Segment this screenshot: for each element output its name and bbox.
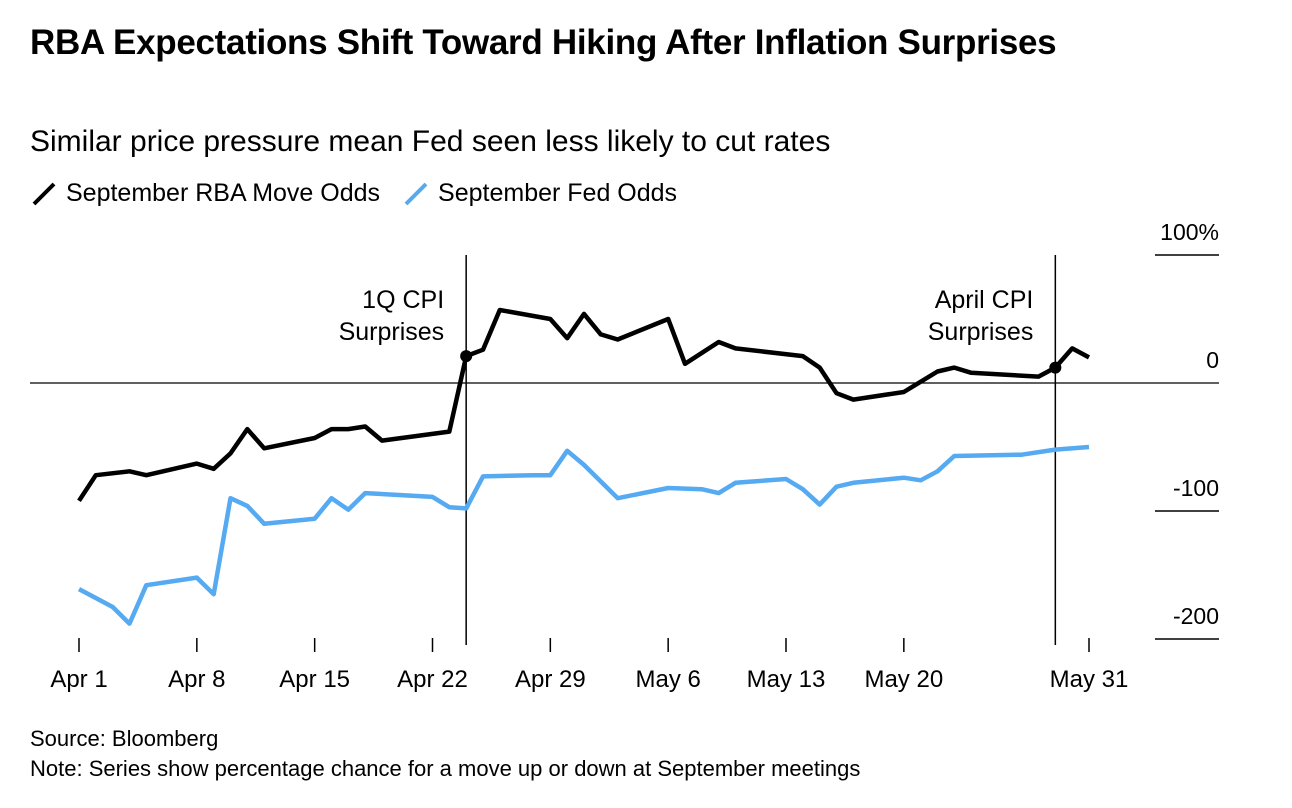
series-lines <box>77 307 1091 626</box>
y-tick-label: 0 <box>1206 347 1219 373</box>
x-tick-label: May 20 <box>864 666 943 693</box>
x-tick-label: Apr 15 <box>279 666 350 693</box>
source-note: Source: Bloomberg <box>30 726 219 751</box>
chart-title: RBA Expectations Shift Toward Hiking Aft… <box>30 23 1057 62</box>
x-tick-label: May 6 <box>635 666 700 693</box>
annotation-label: Surprises <box>339 318 445 346</box>
chart-subtitle: Similar price pressure mean Fed seen les… <box>30 125 831 158</box>
footer: Source: Bloomberg Note: Series show perc… <box>30 724 860 784</box>
legend-item-fed: September Fed Odds <box>402 178 677 208</box>
legend-item-rba: September RBA Move Odds <box>30 178 380 208</box>
annotations: 1Q CPI Surprises April CPI Surprises <box>339 255 1062 645</box>
y-tick-label: -100 <box>1173 475 1219 501</box>
x-tick-label: Apr 8 <box>168 666 225 693</box>
y-tick-label: 100% <box>1160 219 1219 245</box>
x-axis: Apr 1 Apr 8 Apr 15 Apr 22 Apr 29 May 6 May 13 M… <box>50 638 1128 693</box>
legend-swatch-fed <box>404 182 428 206</box>
y-tick-label: -200 <box>1173 603 1219 629</box>
legend-label-rba: September RBA Move Odds <box>66 178 381 207</box>
footnote: Note: Series show percentage chance for … <box>30 756 861 781</box>
rba-series-line <box>77 307 1091 503</box>
x-tick-label: May 13 <box>747 666 826 693</box>
x-tick-label: Apr 22 <box>397 666 468 693</box>
fed-series-line <box>77 444 1090 626</box>
annotation-label: April CPI <box>935 286 1034 314</box>
x-tick-label: Apr 1 <box>50 666 107 693</box>
annotation-label: Surprises <box>928 318 1034 346</box>
line-chart: 100% 0 -100 -200 1Q CPI Surprises April CPI Su… <box>30 219 1219 693</box>
y-axis: 100% 0 -100 -200 <box>30 219 1219 640</box>
x-tick-label: May 31 <box>1050 666 1129 693</box>
legend-swatch-rba <box>32 182 56 206</box>
x-tick-label: Apr 29 <box>515 666 586 693</box>
annotation-label: 1Q CPI <box>362 286 444 314</box>
legend: September RBA Move Odds September Fed Od… <box>30 176 699 210</box>
legend-label-fed: September Fed Odds <box>438 178 678 207</box>
